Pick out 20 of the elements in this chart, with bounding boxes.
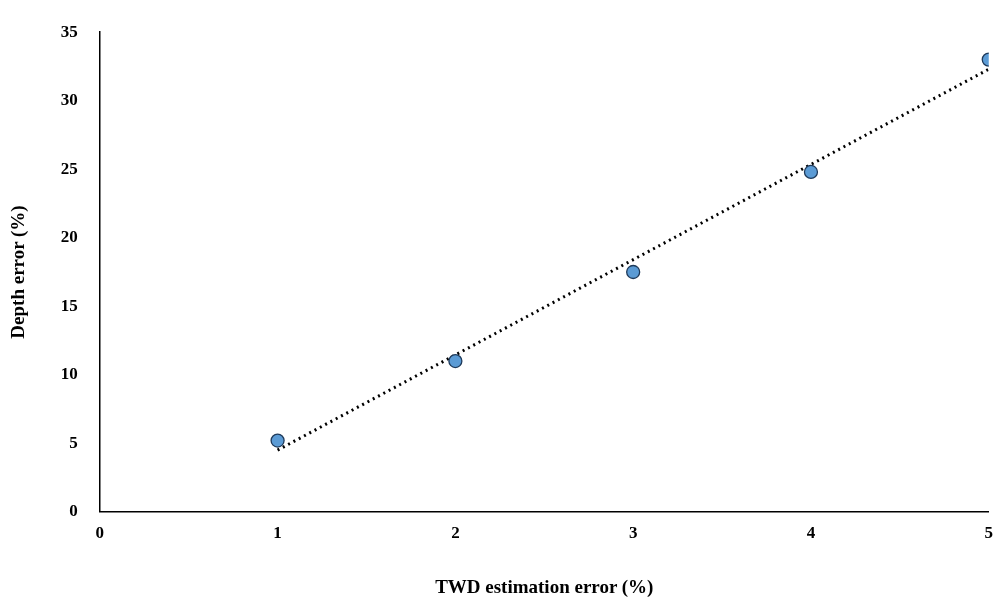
x-tick-label: 2 <box>451 523 460 543</box>
y-tick-label: 5 <box>69 432 78 452</box>
x-tick-label: 3 <box>628 523 638 543</box>
x-tick-label: 4 <box>806 523 816 543</box>
y-tick-label: 30 <box>60 90 78 110</box>
y-tick-label: 10 <box>60 364 78 384</box>
x-axis-title: TWD estimation error (%) <box>435 575 654 598</box>
x-tick-label: 1 <box>273 523 282 543</box>
point <box>803 164 819 180</box>
point <box>448 353 463 369</box>
y-tick-label: 0 <box>69 501 78 521</box>
y-axis-title: Depth error (%) <box>7 205 30 339</box>
y-tick-label: 20 <box>60 227 78 247</box>
point <box>270 433 285 448</box>
point <box>626 264 641 280</box>
y-tick-label: 15 <box>60 295 78 315</box>
x-tick-label: 5 <box>984 523 993 543</box>
x-tick-label: 0 <box>95 523 105 543</box>
y-tick-label: 25 <box>60 158 78 178</box>
y-tick-label: 35 <box>60 21 78 41</box>
